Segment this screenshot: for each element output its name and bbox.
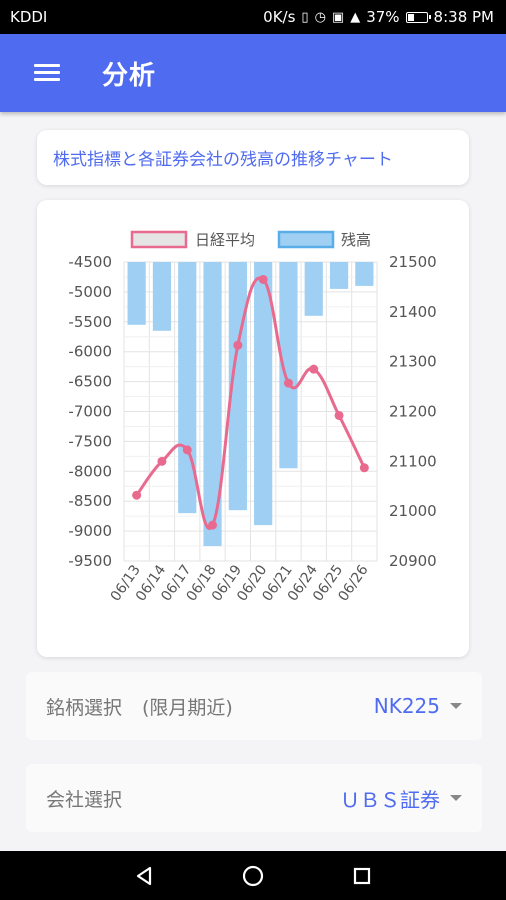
brand-select[interactable]: 銘柄選択 (限月期近) NK225 (26, 672, 482, 740)
right-tick-label: 21400 (389, 303, 437, 321)
bar-06/24 (304, 262, 323, 316)
left-tick-label: -6000 (68, 343, 112, 361)
line-point-06/25 (334, 410, 344, 420)
right-tick-label: 21500 (389, 253, 437, 271)
line-point-06/21 (283, 378, 293, 388)
home-circle-icon[interactable] (233, 856, 273, 896)
bar-06/25 (329, 262, 349, 289)
left-tick-label: -5500 (68, 313, 112, 331)
app-bar: 分析 (0, 34, 506, 112)
vibrate-icon: ▯ (301, 9, 309, 25)
right-tick-label: 21300 (389, 353, 437, 371)
line-point-06/13 (132, 490, 142, 500)
company-select[interactable]: 会社選択 ＵＢＳ証券 (26, 764, 482, 832)
brand-select-label: 銘柄選択 (46, 696, 123, 719)
legend-swatch-nikkei (130, 230, 188, 249)
bar-06/14 (152, 262, 172, 331)
right-tick-label: 21000 (389, 502, 437, 520)
carrier-label: KDDI (10, 8, 48, 26)
left-tick-label: -7500 (68, 432, 112, 450)
legend-label-balance: 残高 (341, 231, 371, 249)
battery-percent: 37% (366, 8, 400, 26)
left-tick-label: -6500 (68, 373, 112, 391)
right-tick-label: 20900 (389, 552, 437, 570)
left-tick-label: -5000 (68, 283, 112, 301)
right-tick-label: 21100 (389, 452, 437, 470)
bar-06/17 (178, 262, 197, 514)
bar-06/13 (127, 262, 146, 325)
bar-06/21 (279, 262, 298, 469)
line-point-06/26 (359, 463, 369, 473)
signal-icon: ▲ (350, 9, 361, 25)
system-nav-bar (0, 851, 506, 900)
left-tick-label: -9000 (68, 522, 112, 540)
chart-title-card: 株式指標と各証券会社の残高の推移チャート (37, 130, 469, 185)
company-select-value[interactable]: ＵＢＳ証券 (340, 787, 440, 812)
alarm-icon: ◷ (314, 9, 326, 25)
line-point-06/14 (157, 456, 167, 466)
clock: 8:38 PM (433, 8, 494, 26)
left-tick-label: -8000 (68, 462, 112, 480)
battery-icon (405, 11, 431, 23)
nikkei-line (135, 276, 366, 530)
combo-chart: -4500 -5000 -5500 -6000 -6500 -7000 -7500 -8000… (68, 230, 437, 604)
line-point-06/17 (182, 445, 192, 455)
page-title: 分析 (102, 60, 157, 91)
left-tick-label: -7000 (68, 403, 112, 421)
left-tick-label: -9500 (68, 552, 112, 570)
company-select-label: 会社選択 (46, 788, 123, 811)
recents-square-icon[interactable] (342, 856, 382, 896)
line-point-06/18 (208, 520, 218, 530)
line-point-06/19 (233, 340, 243, 350)
network-speed: 0K/s (263, 8, 296, 26)
battery-level (407, 13, 414, 21)
legend-swatch-balance (277, 230, 335, 249)
bar-06/18 (203, 262, 222, 547)
legend-label-nikkei: 日経平均 (195, 231, 255, 249)
right-tick-label: 21200 (389, 403, 437, 421)
chart-title-text: 株式指標と各証券会社の残高の推移チャート (53, 150, 393, 170)
bar-06/26 (355, 262, 374, 286)
bar-06/20 (254, 262, 273, 526)
line-point-06/24 (309, 364, 319, 374)
brand-select-value[interactable]: NK225 (373, 694, 440, 718)
hamburger-menu-icon[interactable] (34, 63, 60, 83)
line-point-06/20 (258, 274, 268, 284)
left-tick-label: -4500 (68, 253, 112, 271)
back-triangle-icon[interactable] (124, 856, 164, 896)
chevron-down-icon[interactable] (450, 703, 462, 709)
chart-card: -4500 -5000 -5500 -6000 -6500 -7000 -7500 -8000… (37, 200, 469, 657)
chevron-down-icon[interactable] (450, 795, 462, 801)
brand-select-hint: (限月期近) (142, 696, 233, 719)
status-icons: 0K/s ▯ ◷ ▣ ▲ 37% 8:38 PM (263, 8, 494, 26)
status-bar: KDDI 0K/s ▯ ◷ ▣ ▲ 37% 8:38 PM (0, 0, 506, 34)
left-tick-label: -8500 (68, 492, 112, 510)
hd-icon: ▣ (331, 9, 345, 25)
